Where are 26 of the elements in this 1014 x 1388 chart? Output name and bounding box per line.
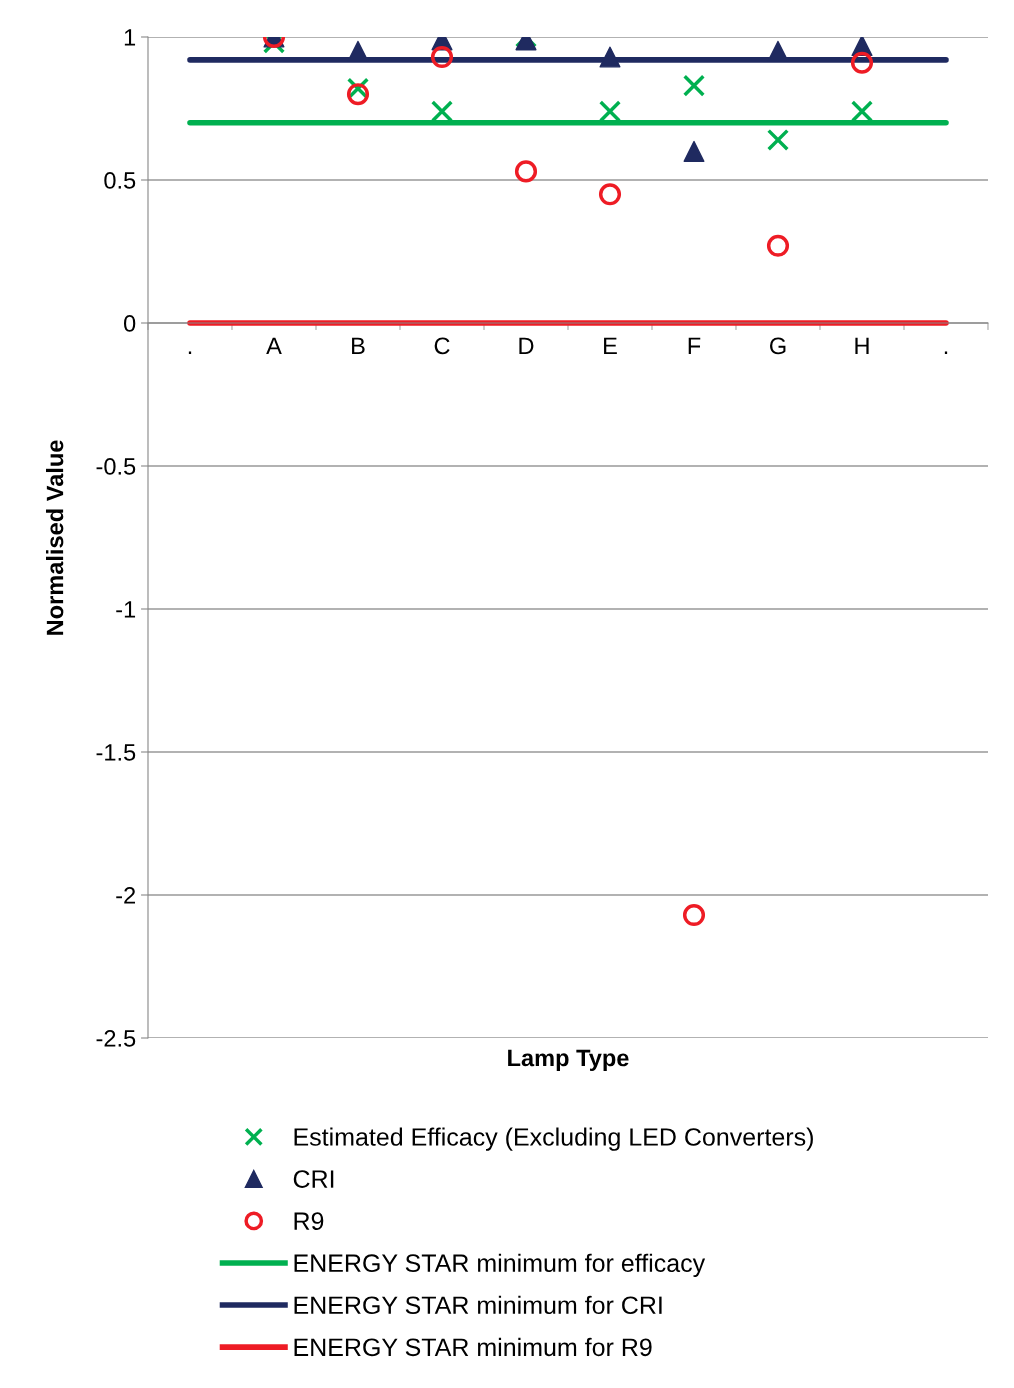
legend-label: ENERGY STAR minimum for R9 [294, 1337, 652, 1357]
x-axis-title: Lamp Type [508, 1049, 629, 1072]
y-tick-label: -1.5 [96, 744, 136, 761]
x-tick-label: C [434, 337, 450, 355]
legend-label: ENERGY STAR minimum for efficacy [294, 1253, 706, 1277]
x-tick-label: B [352, 337, 365, 354]
y-tick-label: 1 [124, 29, 136, 46]
x-tick-label: D [519, 337, 534, 354]
x-tick-label: . [944, 351, 948, 354]
y-tick-label: 0.5 [104, 172, 136, 189]
y-tick-label: -2.5 [96, 1030, 136, 1047]
legend-label: ENERGY STAR minimum for CRI [294, 1295, 662, 1315]
x-tick-label: E [604, 337, 617, 354]
y-tick-label: -0.5 [96, 458, 136, 475]
x-tick-label: H [855, 337, 869, 354]
x-tick-label: . [188, 351, 192, 354]
x-tick-label: G [770, 337, 786, 355]
legend-label: CRI [293, 1170, 334, 1188]
x-tick-label: A [266, 337, 282, 354]
legend-label: Estimated Efficacy (Excluding LED Converters) [294, 1127, 813, 1151]
y-axis-title: Normalised Value [46, 440, 64, 635]
y-tick-label: -2 [116, 887, 136, 904]
legend-label: R9 [294, 1212, 324, 1230]
x-tick-label: F [688, 337, 701, 354]
y-tick-label: -1 [116, 601, 136, 618]
y-tick-label: 0 [123, 315, 136, 332]
